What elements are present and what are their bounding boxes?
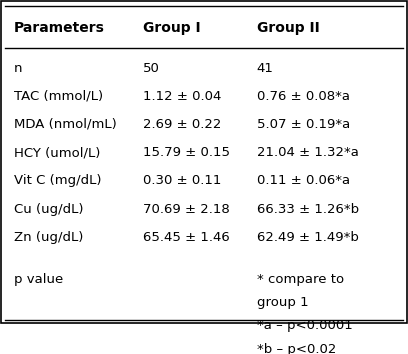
Text: p value: p value	[13, 273, 63, 286]
Text: Group II: Group II	[257, 21, 319, 35]
Text: 70.69 ± 2.18: 70.69 ± 2.18	[143, 203, 230, 216]
Text: * compare to: * compare to	[257, 273, 344, 286]
Text: group 1: group 1	[257, 296, 308, 309]
Text: Parameters: Parameters	[13, 21, 104, 35]
Text: HCY (umol/L): HCY (umol/L)	[13, 146, 100, 159]
Text: 5.07 ± 0.19*a: 5.07 ± 0.19*a	[257, 118, 350, 131]
Text: 50: 50	[143, 63, 160, 75]
Text: 0.76 ± 0.08*a: 0.76 ± 0.08*a	[257, 90, 350, 103]
Text: 0.30 ± 0.11: 0.30 ± 0.11	[143, 175, 222, 187]
Text: TAC (mmol/L): TAC (mmol/L)	[13, 90, 103, 103]
Text: Cu (ug/dL): Cu (ug/dL)	[13, 203, 83, 216]
Text: 0.11 ± 0.06*a: 0.11 ± 0.06*a	[257, 175, 350, 187]
Text: 62.49 ± 1.49*b: 62.49 ± 1.49*b	[257, 231, 359, 244]
Text: MDA (nmol/mL): MDA (nmol/mL)	[13, 118, 116, 131]
Text: *b – p<0.02: *b – p<0.02	[257, 343, 336, 354]
Text: 41: 41	[257, 63, 273, 75]
Text: 2.69 ± 0.22: 2.69 ± 0.22	[143, 118, 222, 131]
Text: 65.45 ± 1.46: 65.45 ± 1.46	[143, 231, 230, 244]
Text: 66.33 ± 1.26*b: 66.33 ± 1.26*b	[257, 203, 359, 216]
Text: n: n	[13, 63, 22, 75]
Text: Vit C (mg/dL): Vit C (mg/dL)	[13, 175, 101, 187]
Text: Zn (ug/dL): Zn (ug/dL)	[13, 231, 83, 244]
Text: 21.04 ± 1.32*a: 21.04 ± 1.32*a	[257, 146, 359, 159]
Text: *a – p<0.0001: *a – p<0.0001	[257, 319, 353, 332]
Text: 1.12 ± 0.04: 1.12 ± 0.04	[143, 90, 222, 103]
Text: 15.79 ± 0.15: 15.79 ± 0.15	[143, 146, 230, 159]
FancyBboxPatch shape	[1, 1, 407, 323]
Text: Group I: Group I	[143, 21, 201, 35]
